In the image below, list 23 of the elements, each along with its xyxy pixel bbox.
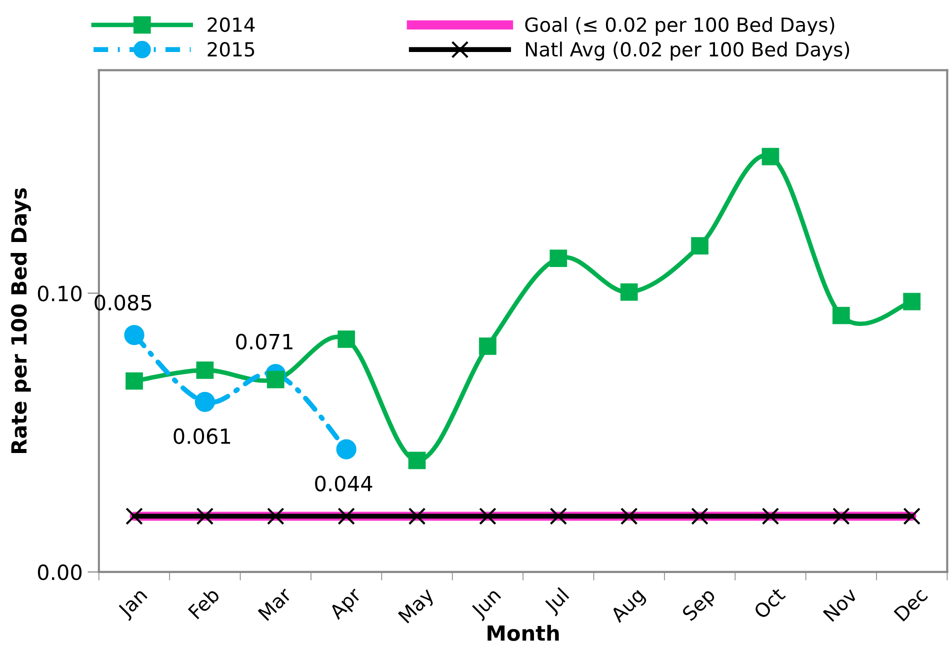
x-tick-label: Mar [258, 586, 293, 622]
x-tick-label: Nov [822, 586, 858, 622]
x-tick-label: Jan [116, 587, 150, 621]
x-tick-label: Jul [542, 587, 572, 616]
x-tick-label: Apr [328, 586, 365, 623]
y-tick-label: 0.10 [38, 286, 82, 302]
legend-label: 2014 [208, 17, 255, 32]
legend-label: Goal (≤ 0.02 per 100 Bed Days) [525, 16, 834, 36]
data-label: 0.071 [236, 334, 292, 350]
data-label: 0.085 [94, 294, 152, 310]
x-tick-label: Aug [610, 588, 648, 626]
x-axis-title: Month [488, 624, 559, 641]
x-tick-label: Oct [752, 586, 786, 620]
x-tick-label: Sep [681, 586, 719, 624]
x-tick-label: Jun [470, 587, 504, 622]
data-label: 0.044 [315, 476, 372, 492]
legend-label: 2015 [208, 42, 254, 57]
legend-label: Natl Avg (0.02 per 100 Bed Days) [526, 42, 850, 60]
x-tick-label: Feb [187, 586, 220, 620]
x-tick-label: Dec [894, 587, 928, 622]
y-tick-label: 0.00 [38, 564, 82, 580]
y-axis-title: Rate per 100 Bed Days [10, 188, 31, 453]
data-label: 0.061 [174, 428, 230, 444]
